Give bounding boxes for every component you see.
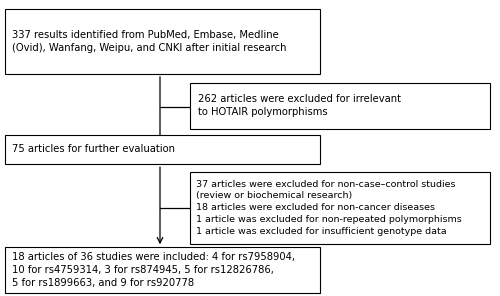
Text: 75 articles for further evaluation: 75 articles for further evaluation: [12, 144, 175, 155]
FancyBboxPatch shape: [5, 135, 320, 164]
Text: 37 articles were excluded for non-case–control studies
(review or biochemical re: 37 articles were excluded for non-case–c…: [196, 180, 462, 236]
FancyBboxPatch shape: [190, 172, 490, 244]
FancyBboxPatch shape: [5, 247, 320, 293]
Text: 337 results identified from PubMed, Embase, Medline
(Ovid), Wanfang, Weipu, and : 337 results identified from PubMed, Emba…: [12, 30, 287, 53]
FancyBboxPatch shape: [190, 83, 490, 129]
Text: 18 articles of 36 studies were included: 4 for rs7958904,
10 for rs4759314, 3 fo: 18 articles of 36 studies were included:…: [12, 252, 296, 288]
FancyBboxPatch shape: [5, 9, 320, 74]
Text: 262 articles were excluded for irrelevant
to HOTAIR polymorphisms: 262 articles were excluded for irrelevan…: [198, 94, 400, 117]
